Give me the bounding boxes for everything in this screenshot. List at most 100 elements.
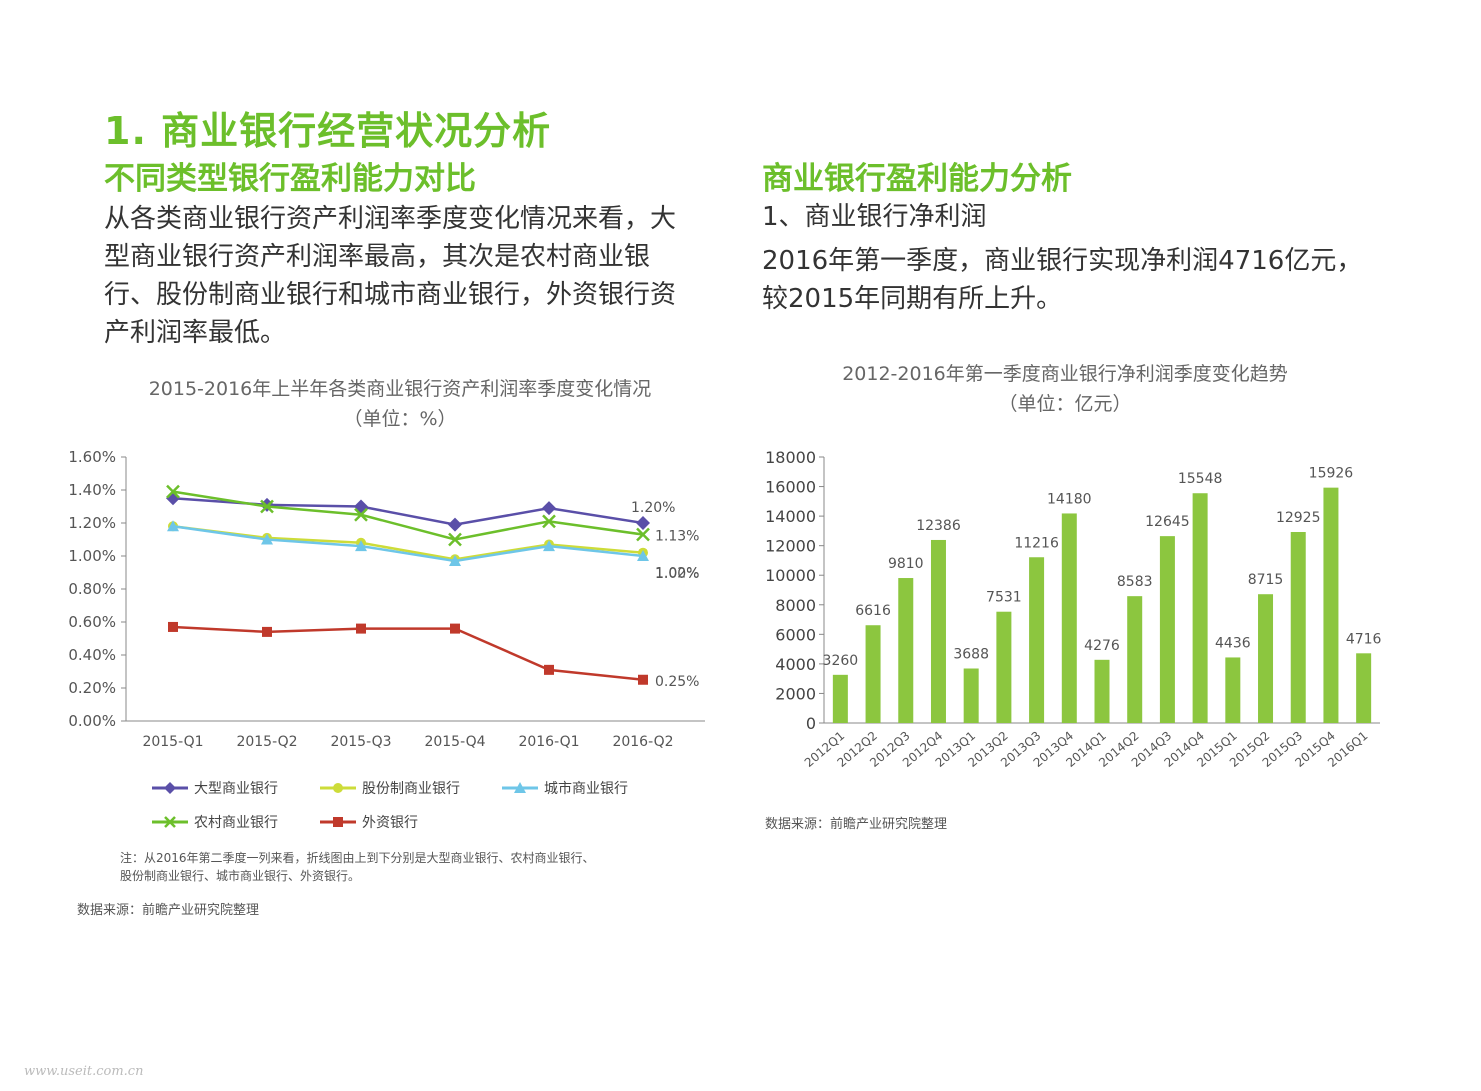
- data-label: 1.13%: [655, 529, 699, 545]
- y-tick-label: 16000: [765, 478, 816, 497]
- bar: [1159, 536, 1175, 723]
- paragraph-line: 2016年第一季度，商业银行实现净利润4716亿元，: [762, 246, 1363, 276]
- paragraph-line: 型商业银行资产利润率最高，其次是农村商业银: [104, 242, 651, 272]
- data-label: 12925: [1276, 510, 1321, 526]
- data-point: [636, 516, 650, 530]
- data-label: 1.02%: [655, 566, 699, 582]
- y-tick-label: 4000: [775, 655, 816, 674]
- data-label: 14180: [1047, 491, 1092, 507]
- diamond-marker-icon: [152, 782, 188, 794]
- data-point: [356, 623, 366, 634]
- data-label: 15548: [1178, 471, 1223, 487]
- right-data-source: 数据来源：前瞻产业研究院整理: [765, 817, 948, 832]
- data-label: 11216: [1014, 535, 1059, 551]
- data-point: [262, 626, 272, 637]
- bar: [1029, 557, 1045, 723]
- x-tick-label: 2015-Q4: [424, 734, 485, 750]
- legend-label: 城市商业银行: [544, 781, 628, 797]
- y-tick-label: 14000: [765, 507, 816, 526]
- bar: [1356, 653, 1372, 723]
- data-point: [448, 532, 462, 547]
- y-tick-label: 6000: [775, 625, 816, 644]
- data-point: [638, 674, 648, 685]
- legend-label: 股份制商业银行: [362, 781, 460, 797]
- data-point: [167, 520, 179, 532]
- square-marker-icon: [320, 817, 356, 827]
- data-label: 15926: [1309, 466, 1354, 482]
- bar: [1192, 493, 1208, 723]
- y-tick-label: 1.00%: [68, 547, 116, 565]
- bar: [996, 611, 1012, 723]
- data-label: 7531: [986, 590, 1022, 606]
- data-point: [636, 527, 650, 542]
- data-label: 4276: [1084, 638, 1120, 654]
- bar: [832, 674, 848, 723]
- line-chart-unit: （单位：%）: [343, 408, 457, 430]
- y-tick-label: 0.60%: [68, 613, 116, 631]
- data-label: 6616: [855, 603, 891, 619]
- paragraph-line: 较2015年同期有所上升。: [762, 284, 1063, 314]
- data-label: 12645: [1145, 514, 1190, 530]
- x-tick-label: 2015-Q3: [330, 734, 391, 750]
- legend-item-joint-stock-bank: 股份制商业银行: [320, 778, 460, 798]
- bar: [1127, 596, 1143, 723]
- bar: [865, 625, 881, 723]
- data-point: [261, 533, 273, 545]
- legend-item-city-bank: 城市商业银行: [502, 778, 628, 798]
- data-label: 3688: [953, 646, 989, 662]
- right-paragraph: 1、商业银行净利润 2016年第一季度，商业银行实现净利润4716亿元， 较20…: [762, 198, 1442, 318]
- line-chart-title: 2015-2016年上半年各类商业银行资产利润率季度变化情况: [148, 378, 652, 400]
- y-tick-label: 8000: [775, 596, 816, 615]
- y-tick-label: 12000: [765, 537, 816, 556]
- triangle-marker-icon: [502, 782, 538, 793]
- bar: [1323, 487, 1339, 723]
- data-point: [448, 517, 462, 532]
- data-label: 0.25%: [655, 674, 699, 690]
- bar: [898, 578, 914, 723]
- data-point: [544, 664, 554, 675]
- data-point: [542, 514, 556, 529]
- y-tick-label: 18000: [765, 448, 816, 467]
- line-chart: 0.00% 0.20% 0.40% 0.60% 0.80% 1.00% 1.20% 1.40%…: [68, 448, 705, 750]
- data-point: [637, 550, 649, 561]
- chart-note: 注：从2016年第二季度一列来看，折线图由上到下分别是大型商业银行、农村商业银行…: [120, 849, 720, 885]
- data-point: [168, 621, 178, 632]
- right-section-title: 商业银行盈利能力分析: [762, 161, 1072, 197]
- y-tick-label: 0: [806, 714, 816, 733]
- series-line: [172, 490, 644, 541]
- x-marker-icon: [152, 816, 188, 828]
- data-point: [260, 499, 274, 514]
- y-tick-label: 0.00%: [68, 712, 116, 730]
- data-label: 4716: [1346, 631, 1382, 647]
- data-point: [542, 501, 556, 516]
- legend-label: 大型商业银行: [194, 781, 278, 797]
- x-tick-label: 2015-Q2: [236, 734, 297, 750]
- bar: [1094, 659, 1110, 723]
- left-data-source: 数据来源：前瞻产业研究院整理: [77, 903, 260, 918]
- data-label: 1.00%: [655, 566, 699, 582]
- data-label: 1.20%: [631, 500, 675, 516]
- data-point: [166, 484, 180, 499]
- data-point: [354, 507, 368, 522]
- data-label: 9810: [888, 556, 924, 572]
- watermark: www.useit.com.cn: [24, 1064, 144, 1079]
- data-point: [450, 623, 460, 634]
- legend-item-large-bank: 大型商业银行: [152, 778, 278, 798]
- bar: [930, 539, 946, 723]
- legend-label: 农村商业银行: [194, 815, 278, 831]
- x-tick-label: 2016-Q2: [612, 734, 673, 750]
- data-point: [355, 540, 367, 552]
- bar-chart-unit: （单位：亿元）: [998, 393, 1132, 415]
- bar: [1290, 531, 1306, 723]
- note-line: 注：从2016年第二季度一列来看，折线图由上到下分别是大型商业银行、农村商业银行…: [120, 851, 595, 865]
- legend-item-rural-bank: 农村商业银行: [152, 812, 278, 832]
- data-point: [449, 554, 461, 566]
- legend-item-foreign-bank: 外资银行: [320, 812, 418, 832]
- bar: [1061, 513, 1077, 723]
- series-line: [172, 625, 644, 681]
- left-section-title: 不同类型银行盈利能力对比: [104, 161, 476, 197]
- y-tick-label: 1.60%: [68, 448, 116, 466]
- data-label: 8583: [1117, 574, 1153, 590]
- y-tick-label: 0.20%: [68, 679, 116, 697]
- bar-chart: 0 2000 4000 6000 8000 10000 12000 14000 16000 180…: [765, 448, 1382, 770]
